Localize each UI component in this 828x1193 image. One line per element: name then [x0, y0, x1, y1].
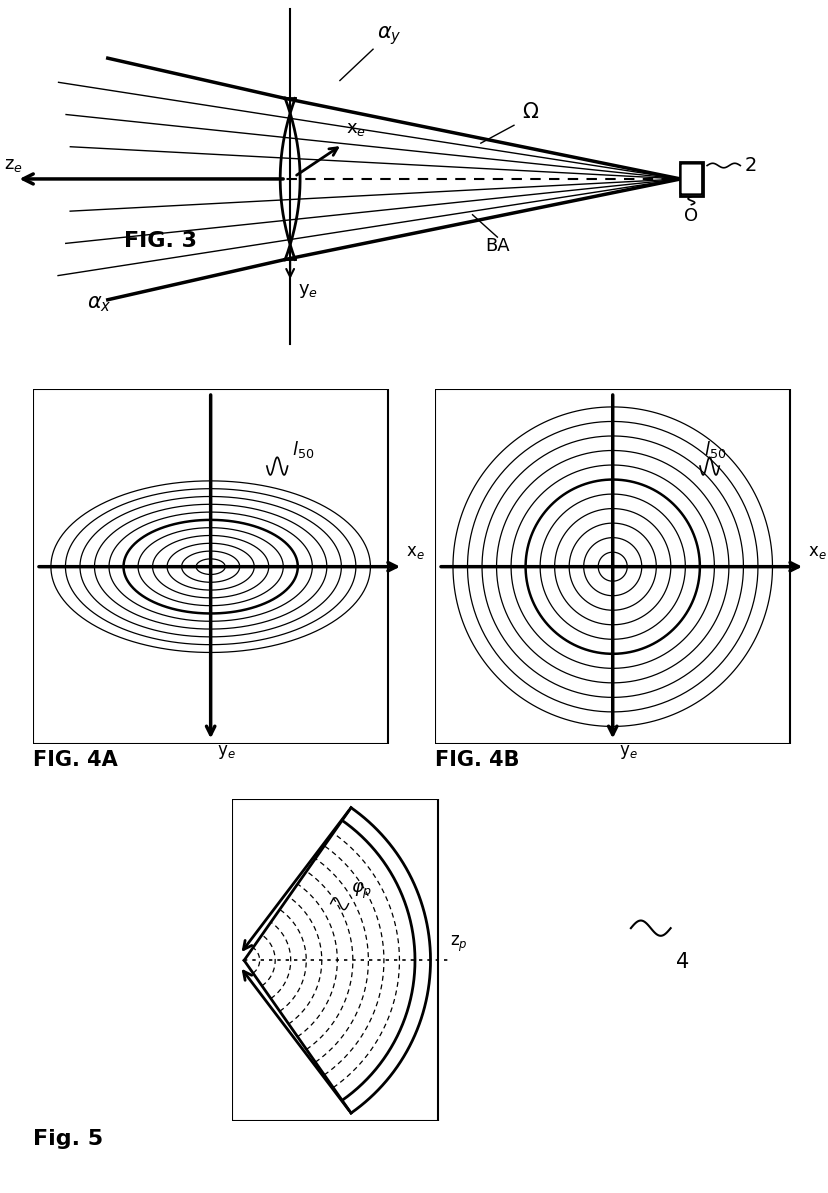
- Text: 4: 4: [675, 952, 688, 971]
- Text: y$_e$: y$_e$: [216, 743, 235, 761]
- Text: z$_e$: z$_e$: [4, 156, 23, 174]
- Text: O: O: [683, 206, 698, 225]
- Text: $l_{50}$: $l_{50}$: [704, 439, 726, 460]
- FancyBboxPatch shape: [680, 163, 701, 194]
- Text: x$_e$: x$_e$: [807, 543, 826, 561]
- Text: $\alpha_y$: $\alpha_y$: [377, 24, 402, 48]
- Text: $\Omega$: $\Omega$: [522, 101, 538, 122]
- Text: Fig. 5: Fig. 5: [33, 1130, 104, 1149]
- Text: 2: 2: [744, 156, 756, 175]
- Bar: [679, 162, 702, 196]
- Text: y$_e$: y$_e$: [618, 743, 637, 761]
- Text: x$_e$: x$_e$: [406, 543, 424, 561]
- Text: y$_e$: y$_e$: [298, 282, 318, 299]
- Text: FIG. 4B: FIG. 4B: [435, 750, 519, 769]
- Text: $\alpha_x$: $\alpha_x$: [87, 295, 112, 314]
- Text: $\varphi_p$: $\varphi_p$: [351, 880, 373, 901]
- Text: FIG. 4A: FIG. 4A: [33, 750, 118, 769]
- Text: z$_p$: z$_p$: [450, 934, 467, 954]
- Text: x$_e$: x$_e$: [346, 119, 366, 137]
- Text: FIG. 3: FIG. 3: [124, 230, 197, 251]
- Text: $l_{50}$: $l_{50}$: [291, 439, 314, 460]
- Text: BA: BA: [484, 237, 509, 255]
